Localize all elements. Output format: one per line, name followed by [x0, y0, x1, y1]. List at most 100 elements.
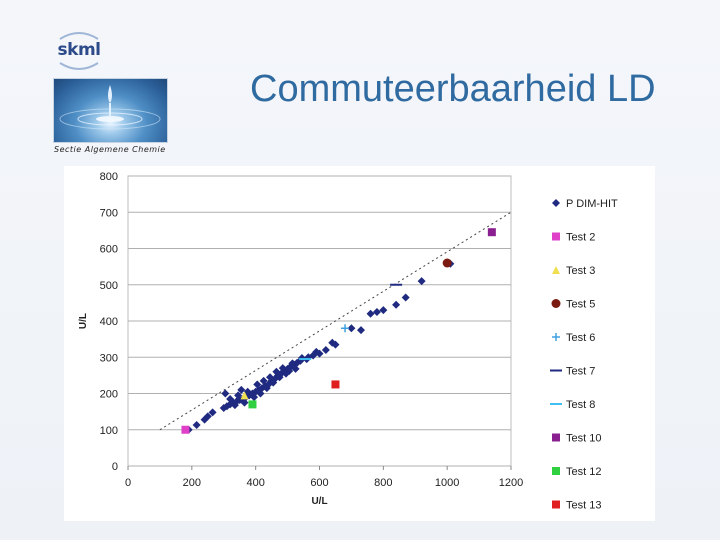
- data-point: [226, 394, 235, 403]
- data-point: [312, 347, 321, 356]
- y-axis-label: U/L: [78, 313, 89, 329]
- x-tick-label: 1000: [435, 477, 459, 489]
- x-tick-label: 600: [310, 477, 328, 489]
- y-tick-label: 500: [100, 280, 118, 292]
- legend-item: Test 6: [552, 332, 595, 344]
- series-test-3: [240, 391, 249, 400]
- data-point: [366, 309, 375, 318]
- y-tick-label: 600: [100, 244, 118, 256]
- chart-panel: 0 100 200 300 400 500 600 700 800 0 200 400 600 800 10…: [64, 166, 655, 521]
- legend-marker: [551, 299, 561, 308]
- data-point: [347, 324, 356, 333]
- y-tick-label: 100: [100, 425, 118, 437]
- data-point: [401, 293, 410, 302]
- series-test-5: [442, 258, 452, 268]
- legend-label: Test 13: [566, 500, 601, 512]
- legend-marker: [552, 232, 560, 241]
- x-tick-label: 800: [374, 477, 392, 489]
- data-point: [417, 277, 426, 286]
- skml-logo: skml: [54, 31, 104, 71]
- scatter-chart: 0 100 200 300 400 500 600 700 800 0 200 400 600 800 10…: [78, 171, 618, 512]
- x-tick-label: 1200: [499, 477, 523, 489]
- data-point: [262, 384, 271, 393]
- series-test-12: [248, 400, 257, 409]
- data-point: [237, 385, 246, 394]
- data-point: [341, 324, 350, 333]
- legend-label: Test 12: [566, 466, 601, 478]
- legend-label: Test 10: [566, 433, 601, 445]
- y-tick-label: 200: [100, 389, 118, 401]
- data-point: [234, 391, 243, 400]
- logo-text: skml: [57, 40, 101, 60]
- y-tick-label: 400: [100, 316, 118, 328]
- legend-marker: [552, 333, 560, 341]
- data-point: [328, 338, 337, 347]
- series-test-13: [331, 380, 340, 389]
- water-drop-icon: [59, 85, 161, 130]
- data-point: [256, 389, 265, 398]
- section-label: Sectie Algemene Chemie: [54, 145, 166, 154]
- series-p-dim-hit: [184, 259, 455, 434]
- legend-marker: [552, 199, 560, 207]
- water-drop-image: [53, 78, 168, 143]
- data-point: [230, 401, 239, 410]
- data-point: [372, 307, 381, 316]
- x-tick-label: 200: [183, 477, 201, 489]
- data-point: [288, 359, 297, 368]
- y-tick-label: 800: [100, 171, 118, 183]
- legend-item: Test 3: [552, 265, 595, 277]
- data-point: [181, 425, 190, 434]
- data-point: [269, 378, 278, 387]
- series-test-10: [487, 228, 496, 237]
- data-point: [331, 380, 340, 389]
- data-point: [259, 376, 268, 385]
- data-point: [487, 228, 496, 237]
- legend-item: P DIM-HIT: [552, 198, 618, 210]
- legend-marker: [552, 266, 560, 274]
- data-point: [208, 408, 217, 417]
- legend-label: Test 3: [566, 265, 595, 277]
- legend-marker: [552, 467, 560, 475]
- legend-item: Test 13: [552, 500, 601, 512]
- legend-label: Test 8: [566, 399, 595, 411]
- data-point: [203, 412, 212, 421]
- legend-label: Test 7: [566, 366, 595, 378]
- data-point: [285, 367, 294, 376]
- y-tick-label: 300: [100, 352, 118, 364]
- data-point: [248, 400, 257, 409]
- data-point: [291, 364, 300, 373]
- page-title: Commuteerbaarheid LD: [250, 68, 656, 110]
- legend-label: Test 2: [566, 232, 595, 244]
- data-point: [392, 300, 401, 309]
- data-point: [253, 380, 262, 389]
- legend-item: Test 5: [551, 299, 595, 311]
- data-point: [272, 367, 281, 376]
- series-test-6: [341, 324, 350, 333]
- legend-item: Test 2: [552, 232, 595, 244]
- data-point: [278, 364, 287, 373]
- reference-line: [159, 211, 512, 431]
- legend-label: Test 6: [566, 332, 595, 344]
- legend-item: Test 7: [550, 366, 595, 378]
- legend-marker: [552, 500, 560, 509]
- legend-item: Test 10: [552, 433, 601, 445]
- legend-label: P DIM-HIT: [566, 198, 618, 210]
- legend-item: Test 8: [550, 399, 595, 411]
- x-axis-label: U/L: [311, 496, 327, 507]
- logo-swoosh-icon: [59, 32, 99, 70]
- data-point: [442, 258, 452, 268]
- data-point: [192, 421, 201, 430]
- data-point: [243, 387, 252, 396]
- data-point: [250, 393, 259, 402]
- y-tick-label: 700: [100, 207, 118, 219]
- series-test-2: [181, 425, 190, 434]
- legend-label: Test 5: [566, 299, 595, 311]
- data-point: [240, 398, 249, 407]
- data-point: [356, 326, 365, 335]
- data-point: [221, 389, 230, 398]
- y-tick-label: 0: [112, 461, 118, 473]
- data-point: [275, 373, 284, 382]
- legend-marker: [552, 433, 560, 442]
- data-point: [266, 373, 275, 382]
- data-point: [379, 306, 388, 315]
